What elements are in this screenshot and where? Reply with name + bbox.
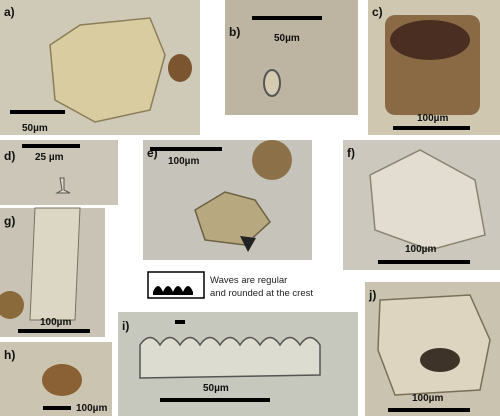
legend-icon-waves — [153, 286, 193, 295]
specimen — [377, 294, 491, 396]
legend-text: Waves are regular — [210, 275, 287, 286]
specimen — [49, 17, 166, 123]
specimen — [263, 69, 281, 97]
panel-label: f) — [347, 146, 355, 160]
specimen — [0, 291, 24, 319]
specimen — [390, 20, 470, 60]
panel-label: e) — [147, 146, 158, 160]
panel-label: b) — [229, 25, 240, 39]
panel-label: a) — [4, 5, 15, 19]
scale-bar — [150, 147, 222, 151]
scale-label: 25 µm — [35, 152, 64, 163]
scale-label: 50µm — [274, 33, 300, 44]
panel-label: i) — [122, 319, 129, 333]
panel-label: c) — [372, 5, 383, 19]
scale-bar — [10, 110, 65, 114]
specimen — [139, 336, 321, 379]
scale-label: 50µm — [203, 383, 229, 394]
scale-label: 100µm — [412, 393, 443, 404]
scale-bar — [252, 16, 322, 20]
specimen — [194, 191, 271, 246]
scale-bar — [393, 126, 470, 130]
panel-label: d) — [4, 149, 15, 163]
specimen — [168, 54, 192, 82]
specimen — [420, 348, 460, 372]
specimen — [252, 140, 292, 180]
scale-label: 100µm — [168, 156, 199, 167]
specimen — [369, 149, 486, 251]
scale-bar — [175, 320, 185, 324]
scale-bar — [43, 406, 71, 410]
scale-bar — [378, 260, 470, 264]
scale-bar — [160, 398, 270, 402]
scale-label: 100µm — [417, 113, 448, 124]
scale-bars — [10, 16, 470, 412]
panel-label: g) — [4, 214, 15, 228]
specimen — [42, 364, 82, 396]
specimen — [29, 207, 81, 321]
panel-label: h) — [4, 348, 15, 362]
legend-text: and rounded at the crest — [210, 288, 313, 299]
scale-bar — [22, 144, 80, 148]
scale-label: 50µm — [22, 123, 48, 134]
scale-label: 100µm — [405, 244, 436, 255]
specimen — [55, 177, 71, 194]
scale-label: 100µm — [40, 317, 71, 328]
scale-bar — [18, 329, 90, 333]
panel-d-image — [0, 140, 118, 205]
scale-bar — [388, 408, 470, 412]
panel-label: j) — [368, 288, 376, 302]
arrow — [240, 236, 256, 252]
scale-label: 100µm — [76, 403, 107, 414]
